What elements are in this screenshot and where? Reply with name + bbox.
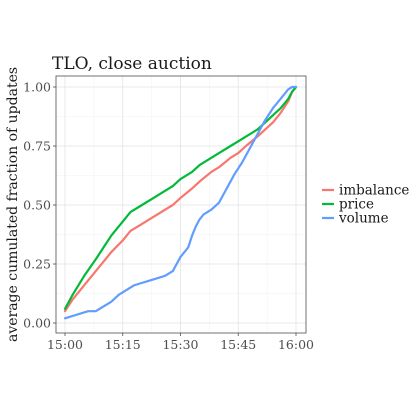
y-axis-title: average cumulated fraction of updates bbox=[5, 67, 21, 342]
series-line-imbalance bbox=[63, 85, 298, 313]
y-tick-label: 0.25 bbox=[23, 257, 51, 272]
legend-label-price: price bbox=[339, 197, 374, 213]
series-lines bbox=[63, 85, 298, 320]
axes: 15:00 15:15 15:30 15:45 16:00 0.00 0.25 0.50 0.7… bbox=[23, 80, 314, 353]
x-tick-label: 15:30 bbox=[162, 337, 198, 352]
y-tick-label: 0.00 bbox=[23, 316, 51, 331]
y-tick-label: 0.50 bbox=[23, 198, 51, 213]
series-line-price bbox=[63, 85, 298, 310]
x-tick-label: 15:15 bbox=[105, 337, 141, 352]
legend-label-imbalance: imbalance bbox=[339, 183, 409, 199]
y-tick-label: 0.75 bbox=[23, 139, 51, 154]
x-tick-label: 15:00 bbox=[47, 337, 83, 352]
x-tick-label: 16:00 bbox=[278, 337, 314, 352]
grid bbox=[56, 76, 306, 333]
y-tick-label: 1.00 bbox=[23, 80, 51, 95]
x-tick-label: 15:45 bbox=[220, 337, 256, 352]
series-line-volume bbox=[63, 85, 298, 320]
legend-label-volume: volume bbox=[338, 211, 389, 227]
panel-border bbox=[55, 75, 307, 334]
chart-title: TLO, close auction bbox=[52, 54, 212, 74]
